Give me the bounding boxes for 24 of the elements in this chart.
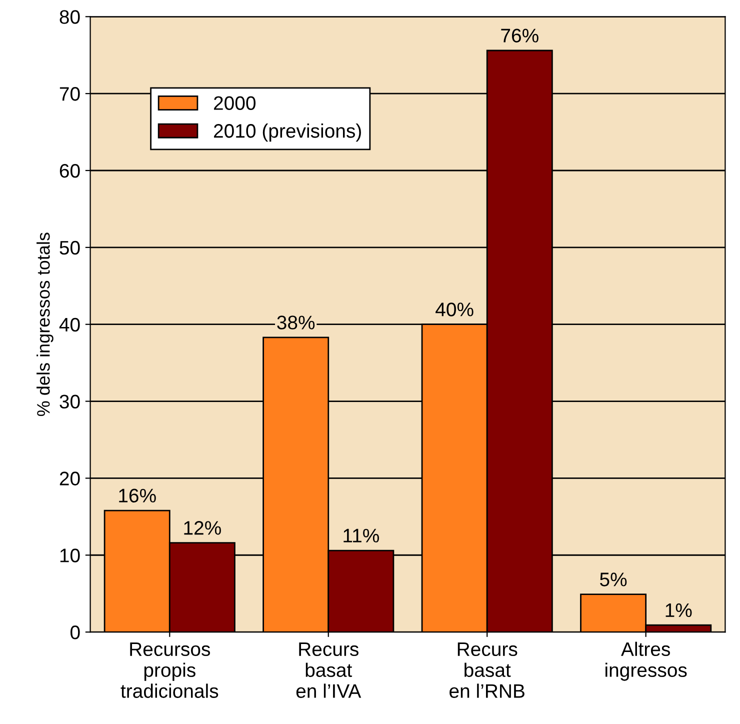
data-label: 76%	[501, 28, 538, 42]
data-label: 5%	[600, 572, 627, 586]
x-tick-label: Altres ingressos	[606, 642, 687, 681]
y-tick-label: 80	[60, 10, 80, 24]
legend-label: 2010 (previsions)	[214, 124, 361, 142]
y-tick-label: 40	[59, 318, 80, 332]
y-tick-label: 70	[60, 87, 80, 101]
data-label: 12%	[184, 521, 221, 535]
legend-label: 2000	[214, 96, 256, 110]
data-label: 1%	[666, 603, 692, 618]
data-label: 40%	[436, 302, 474, 316]
y-tick-label: 20	[60, 472, 80, 486]
x-tick-label: Recurs basat en l’IVA	[296, 642, 362, 698]
data-label: 38%	[277, 316, 315, 330]
y-tick-label: 10	[60, 548, 80, 562]
y-tick-label: 0	[70, 626, 80, 640]
y-axis-title: % dels ingressos totals	[36, 232, 54, 416]
y-tick-label: 30	[60, 394, 80, 409]
x-tick-label: Recursos propis tradicionals	[120, 642, 218, 698]
y-tick-label: 50	[60, 240, 80, 255]
data-label: 16%	[119, 488, 156, 502]
data-label: 11%	[344, 528, 379, 542]
x-tick-label: Recurs basat en l’RNB	[450, 642, 524, 698]
y-tick-label: 60	[60, 164, 80, 178]
